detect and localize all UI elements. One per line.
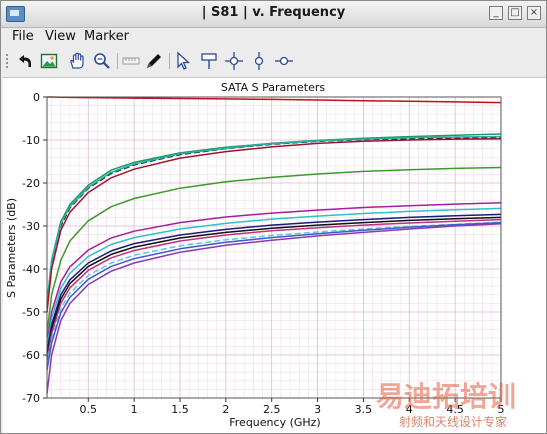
toolbar-separator [117, 53, 118, 69]
x-tick-label: 5 [498, 403, 505, 416]
grid-layer [47, 96, 502, 399]
axis-layer: 0.5 1 1.5 2 2.5 3 3.5 4 4.5 5 0 -10 -20 -30 -40 -50 -60 -… [22, 91, 504, 416]
app-window-icon [6, 6, 25, 22]
pointer-arrow-icon[interactable] [173, 51, 193, 71]
watermark-logo-text: 易迪拓培训 [376, 380, 516, 413]
series-line-2[interactable] [46, 133, 502, 304]
y-tick-label: -20 [22, 177, 40, 190]
series-line-11[interactable] [46, 218, 502, 362]
series-line-7[interactable] [46, 202, 502, 343]
series-line-6[interactable] [46, 166, 502, 334]
image-icon[interactable] [39, 51, 59, 71]
y-axis-label: S Parameters (dB) [5, 198, 18, 298]
x-tick-label: 3.5 [355, 403, 373, 416]
menu-view[interactable]: View [45, 29, 76, 44]
undo-arrow-icon[interactable] [15, 51, 35, 71]
series-line-9[interactable] [46, 213, 502, 354]
series-layer [46, 96, 502, 394]
x-tick-label: 4 [406, 403, 413, 416]
y-tick-label: -30 [22, 220, 40, 233]
pan-hand-icon[interactable] [67, 51, 87, 71]
vertical-marker-icon[interactable] [249, 51, 269, 71]
maximize-button[interactable]: □ [508, 6, 522, 20]
marker-flag-icon[interactable] [199, 51, 219, 71]
series-line-10[interactable] [46, 216, 502, 358]
toolbar-grip-icon[interactable] [5, 53, 9, 70]
y-tick-label: -50 [22, 306, 40, 319]
x-tick-label: 0.5 [80, 403, 98, 416]
horizontal-marker-icon[interactable] [274, 51, 294, 71]
series-line-5[interactable] [46, 137, 502, 313]
zoom-icon[interactable] [92, 51, 112, 71]
window-title: | S81 | v. Frequency [201, 5, 346, 20]
ruler-icon[interactable] [121, 51, 141, 71]
watermark: 易迪拓培训 射频和天线设计专家 [376, 380, 516, 429]
x-axis-label: Frequency (GHz) [229, 416, 320, 429]
menu-bar: File View Marker [1, 28, 546, 47]
x-tick-label: 3 [314, 403, 321, 416]
crosshair-marker-icon[interactable] [224, 51, 244, 71]
x-tick-label: 1.5 [171, 403, 189, 416]
y-tick-label: -70 [22, 392, 40, 405]
x-tick-label: 4.5 [446, 403, 464, 416]
menu-marker[interactable]: Marker [84, 29, 129, 44]
series-line-14[interactable] [46, 223, 502, 394]
y-tick-label: 0 [33, 91, 40, 104]
plot-background [47, 97, 501, 398]
chart-title: SATA S Parameters [221, 81, 325, 94]
x-tick-label: 2.5 [263, 403, 281, 416]
y-tick-label: -40 [22, 263, 40, 276]
toolbar-separator [169, 53, 170, 69]
series-line-3[interactable] [46, 137, 502, 308]
menu-file[interactable]: File [12, 29, 34, 44]
watermark-subtitle: 射频和天线设计专家 [399, 414, 507, 429]
y-tick-label: -60 [22, 349, 40, 362]
series-line-12[interactable] [46, 221, 502, 366]
title-bar[interactable]: | S81 | v. Frequency _ □ × [1, 1, 546, 28]
y-tick-label: -10 [22, 134, 40, 147]
plot-frame [46, 96, 502, 399]
minimize-button[interactable]: _ [489, 6, 503, 20]
toolbar [1, 48, 546, 75]
pen-icon[interactable] [144, 51, 164, 71]
series-line-13[interactable] [46, 221, 502, 371]
x-tick-label: 1 [131, 403, 138, 416]
x-tick-label: 2 [222, 403, 229, 416]
series-line-8[interactable] [46, 207, 502, 347]
s-parameter-chart[interactable]: 0.5 1 1.5 2 2.5 3 3.5 4 4.5 5 0 -10 -20 -30 -40 -50 -60 -… [3, 78, 546, 434]
close-button[interactable]: × [527, 6, 541, 20]
plot-panel: 0.5 1 1.5 2 2.5 3 3.5 4 4.5 5 0 -10 -20 -30 -40 -50 -60 -… [3, 77, 546, 434]
series-line-4[interactable] [46, 135, 502, 306]
